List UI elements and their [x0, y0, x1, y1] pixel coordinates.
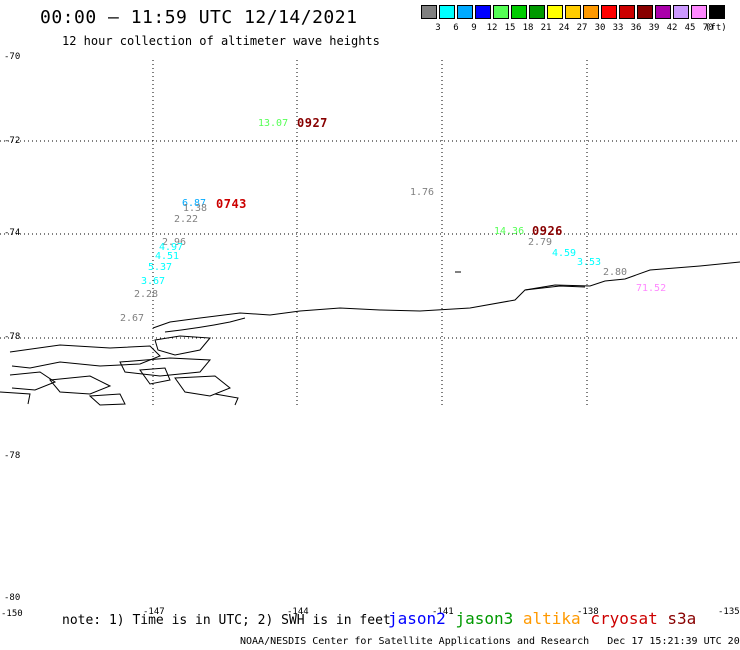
- color-scale-swatch: [547, 5, 563, 19]
- lat-label: -78: [4, 332, 21, 342]
- lon-label: -138: [577, 607, 599, 617]
- color-scale-swatch: [439, 5, 455, 19]
- credit-source: NOAA/NESDIS Center for Satellite Applica…: [240, 636, 590, 647]
- color-scale-swatch: [493, 5, 509, 19]
- color-scale-swatch: [529, 5, 545, 19]
- color-scale-swatch: [457, 5, 473, 19]
- color-scale-unit: (ft): [705, 23, 727, 33]
- wave-height-value: 2.79: [528, 237, 553, 248]
- map-subtitle: 12 hour collection of altimeter wave hei…: [62, 34, 380, 48]
- color-scale-tick: 39: [648, 23, 660, 33]
- wave-height-value: 2.67: [120, 313, 145, 324]
- wave-height-value: 4.51: [155, 251, 180, 262]
- lat-label: -74: [4, 228, 21, 238]
- color-scale-swatch: [421, 5, 437, 19]
- color-scale-swatch: [601, 5, 617, 19]
- color-scale-swatch: [655, 5, 671, 19]
- pass-time-label: 0927: [297, 116, 328, 130]
- wave-height-value: 2.28: [134, 289, 159, 300]
- color-scale-tick: 24: [558, 23, 570, 33]
- color-scale-swatch: [619, 5, 635, 19]
- generated-timestamp: Dec 17 15:21:39 UTC 2021: [607, 636, 740, 647]
- satellite-legend-item: cryosat: [590, 609, 658, 628]
- satellite-legend-item: jason2: [388, 609, 446, 628]
- wave-height-value: 4.97: [159, 242, 184, 253]
- color-scale-tick: 21: [540, 23, 552, 33]
- wave-height-value: 2.96: [162, 237, 187, 248]
- color-scale-swatch: [691, 5, 707, 19]
- color-scale-tick: 33: [612, 23, 624, 33]
- color-scale-tick: 6: [453, 23, 459, 33]
- wave-height-value: 2.22: [174, 214, 199, 225]
- color-scale-tick: 45: [684, 23, 696, 33]
- satellite-legend-item: s3a: [667, 609, 697, 628]
- graticule: [0, 60, 740, 405]
- wave-height-value: 6.87: [182, 198, 207, 209]
- color-scale-tick: 70: [702, 23, 714, 33]
- color-scale-swatch: [511, 5, 527, 19]
- color-scale-swatch: [475, 5, 491, 19]
- color-scale-tick: 30: [594, 23, 606, 33]
- lon-label: -147: [143, 607, 165, 617]
- lon-label: -144: [287, 607, 309, 617]
- wave-height-value: 1.76: [410, 187, 435, 198]
- wave-height-value: 5.37: [148, 262, 173, 273]
- satellite-legend-item: altika: [522, 609, 581, 628]
- lat-label: -80: [4, 593, 21, 603]
- color-scale-swatch: [637, 5, 653, 19]
- wave-height-value: 3.67: [141, 276, 166, 287]
- color-scale-tick: 15: [504, 23, 516, 33]
- lat-label: -72: [4, 136, 21, 146]
- color-scale-swatch: [565, 5, 581, 19]
- pass-time-label: 0743: [216, 197, 247, 211]
- color-scale-tick: 27: [576, 23, 588, 33]
- units-note: note: 1) Time is in UTC; 2) SWH is in fe…: [62, 613, 391, 628]
- lon-label: -141: [432, 607, 454, 617]
- satellite-legend: jason2 jason3 altika cryosat s3a: [388, 609, 696, 628]
- wave-height-value: 4.59: [552, 248, 577, 259]
- lon-label: -150: [1, 609, 23, 619]
- pass-time-label: 0926: [532, 224, 563, 238]
- color-scale-tick: 36: [630, 23, 642, 33]
- color-scale-swatch: [709, 5, 725, 19]
- wave-height-value: 1.38: [183, 203, 208, 214]
- map-title: 00:00 – 11:59 UTC 12/14/2021: [40, 7, 358, 28]
- coastline: [0, 261, 740, 406]
- wave-height-value: 71.52: [636, 283, 667, 294]
- color-scale-tick: 3: [435, 23, 441, 33]
- color-scale-tick: 12: [486, 23, 498, 33]
- wave-height-value: 3.53: [577, 257, 602, 268]
- wave-height-value: 13.07: [258, 118, 289, 129]
- color-scale-swatch: [673, 5, 689, 19]
- lon-label: -135: [718, 607, 740, 617]
- color-scale-swatch: [583, 5, 599, 19]
- color-scale-tick: 18: [522, 23, 534, 33]
- lat-label: -70: [4, 52, 21, 62]
- color-scale-tick: 42: [666, 23, 678, 33]
- wave-height-value: 14.36: [494, 226, 525, 237]
- satellite-legend-item: jason3: [455, 609, 514, 628]
- wave-height-value: 2.80: [603, 267, 628, 278]
- lat-label: -78: [4, 451, 21, 461]
- color-scale-tick: 9: [471, 23, 477, 33]
- credit-line: NOAA/NESDIS Center for Satellite Applica…: [240, 636, 740, 647]
